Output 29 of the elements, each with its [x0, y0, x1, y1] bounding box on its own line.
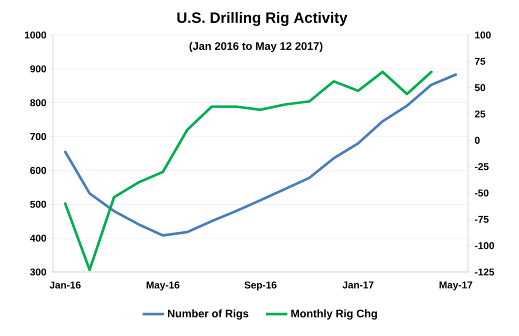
y2-tick-label: -125: [474, 268, 494, 276]
y2-tick-label: 75: [474, 58, 486, 65]
x-tick-label: May-16: [146, 282, 180, 291]
line-series: [64, 73, 458, 237]
x-tick-label: Sep-16: [244, 282, 276, 291]
y2-tick-label: -25: [474, 163, 489, 170]
y-tick-label: 1000: [24, 31, 46, 39]
chart-title: U.S. Drilling Rig Activity: [177, 12, 348, 26]
y2-tick-label: -100: [474, 242, 494, 250]
x-tick-label: May-17: [440, 281, 472, 290]
y2-tick-label: 50: [474, 84, 486, 92]
text: (Jan 2016 to May 12 2017): [190, 42, 322, 52]
line-series: [64, 70, 433, 272]
y-tick-label: 600: [30, 166, 46, 174]
y-tick-label: 300: [30, 268, 46, 276]
y2-tick-label: 100: [475, 31, 491, 39]
y-tick-label: 700: [30, 133, 46, 140]
y-tick-label: 800: [30, 99, 46, 106]
legend-label: Monthly Rig Chg: [291, 309, 377, 320]
legend-label: Number of Rigs: [168, 309, 248, 320]
y-tick-label: 900: [30, 65, 46, 72]
y2-tick-label: -75: [474, 216, 489, 223]
y2-tick-label: -50: [474, 189, 489, 197]
x-tick-label: Jan-17: [342, 281, 374, 288]
y-tick-label: 400: [30, 234, 46, 242]
y-tick-label: 500: [30, 200, 46, 208]
x-tick-label: Jan-16: [50, 282, 81, 289]
y2-tick-label: 0: [474, 136, 480, 144]
y2-tick-label: 25: [474, 110, 486, 118]
